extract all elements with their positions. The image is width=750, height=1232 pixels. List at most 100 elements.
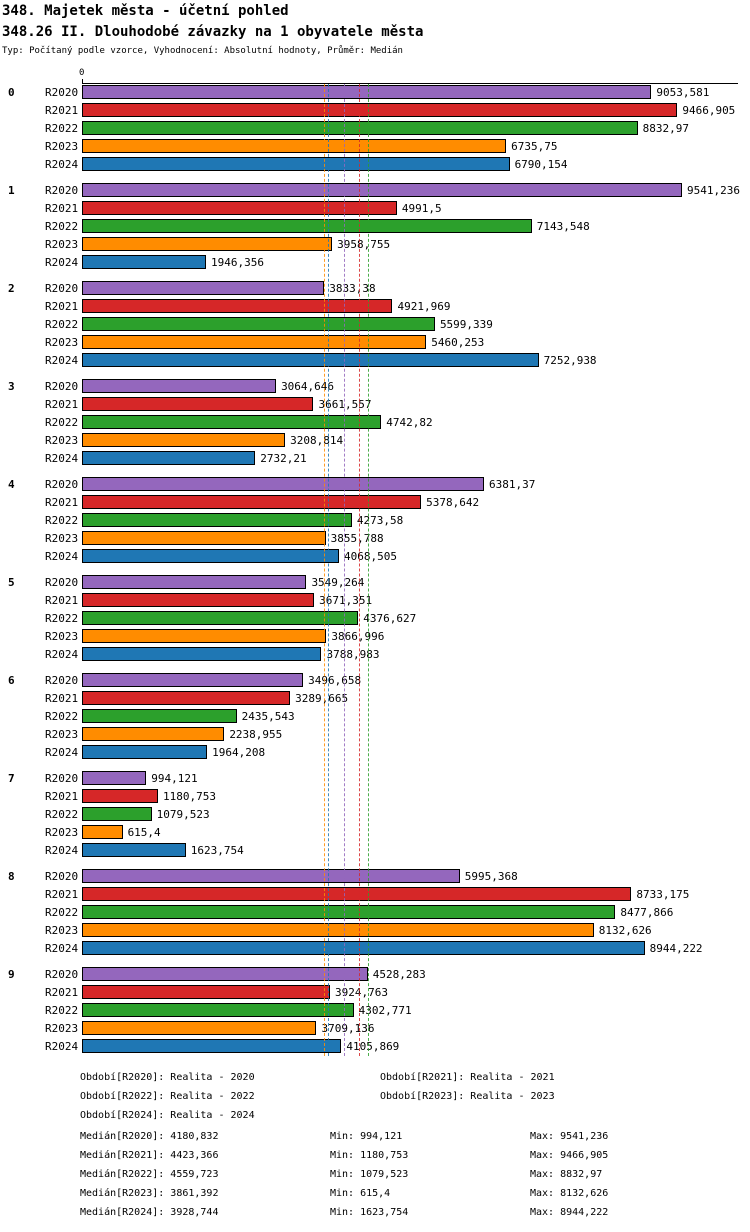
bar-row: 7 R2020 994,121 — [0, 770, 750, 788]
bar-row: R2022 4376,627 — [0, 610, 750, 628]
bar-row: R2024 4105,869 — [0, 1038, 750, 1056]
bar-value-label: 4302,771 — [357, 1004, 413, 1017]
bar-row: R2024 4068,505 — [0, 548, 750, 566]
bar-R2022 — [82, 611, 359, 625]
bar-value-label: 994,121 — [150, 772, 199, 785]
legend-min: Min: 1623,754 — [330, 1207, 409, 1218]
legend-min: Min: 615,4 — [330, 1188, 391, 1199]
series-label: R2024 — [45, 354, 79, 367]
legend-median: Medián[R2022]: 4559,723 — [80, 1169, 219, 1180]
bar-row: R2022 8477,866 — [0, 904, 750, 922]
category-label: 6 — [8, 674, 15, 687]
bar-value-label: 4991,5 — [400, 202, 443, 215]
legend-max: Max: 8832,97 — [530, 1169, 603, 1180]
legend-min: Min: 1180,753 — [330, 1150, 409, 1161]
series-label: R2022 — [45, 416, 79, 429]
bar-row: R2021 8733,175 — [0, 886, 750, 904]
bar-R2023 — [82, 1021, 317, 1035]
bar-R2020 — [82, 281, 325, 295]
chart-subtitle: 348.26 II. Dlouhodobé závazky na 1 obyva… — [2, 24, 424, 40]
bar-value-label: 4273,58 — [355, 514, 405, 527]
series-label: R2020 — [45, 478, 79, 491]
series-label: R2023 — [45, 238, 79, 251]
bar-row: R2023 6735,75 — [0, 138, 750, 156]
bar-row: 0 R2020 9053,581 — [0, 84, 750, 102]
bar-row: 9 R2020 4528,283 — [0, 966, 750, 984]
bar-R2022 — [82, 219, 532, 233]
bar-row: R2023 3709,136 — [0, 1020, 750, 1038]
bar-value-label: 9541,236 — [686, 184, 741, 197]
bar-row: R2021 3661,557 — [0, 396, 750, 414]
legend-period: Období[R2022]: Realita - 2022 — [80, 1091, 255, 1102]
bar-R2021 — [82, 397, 314, 411]
chart-title: 348. Majetek města - účetní pohled — [2, 3, 289, 19]
median-line-R2023 — [324, 84, 325, 1056]
series-label: R2022 — [45, 808, 79, 821]
legend-period: Období[R2024]: Realita - 2024 — [80, 1110, 255, 1121]
bar-row: R2021 4921,969 — [0, 298, 750, 316]
bar-R2024 — [82, 255, 206, 269]
bar-row: R2022 1079,523 — [0, 806, 750, 824]
bar-value-label: 1946,356 — [209, 256, 265, 269]
bar-R2024 — [82, 353, 539, 367]
bar-R2020 — [82, 967, 368, 981]
series-label: R2021 — [45, 888, 79, 901]
series-label: R2023 — [45, 336, 79, 349]
bar-value-label: 3709,136 — [320, 1022, 376, 1035]
bar-R2020 — [82, 869, 460, 883]
legend-period: Období[R2023]: Realita - 2023 — [380, 1091, 555, 1102]
series-label: R2023 — [45, 826, 79, 839]
bar-row: R2022 4273,58 — [0, 512, 750, 530]
bar-row: 6 R2020 3496,658 — [0, 672, 750, 690]
bar-R2022 — [82, 1003, 354, 1017]
bar-row: R2024 2732,21 — [0, 450, 750, 468]
bar-row: R2023 3208,814 — [0, 432, 750, 450]
bar-R2021 — [82, 789, 158, 803]
series-label: R2023 — [45, 140, 79, 153]
bar-value-label: 4742,82 — [385, 416, 434, 429]
bar-value-label: 9466,905 — [681, 104, 737, 117]
series-label: R2024 — [45, 452, 79, 465]
legend-min: Min: 1079,523 — [330, 1169, 409, 1180]
bar-R2021 — [82, 887, 632, 901]
bar-row: R2023 3855,788 — [0, 530, 750, 548]
bar-row: R2022 8832,97 — [0, 120, 750, 138]
category-label: 3 — [8, 380, 15, 393]
median-line-R2021 — [359, 84, 361, 1056]
series-label: R2024 — [45, 648, 79, 661]
bar-R2023 — [82, 139, 507, 153]
bar-value-label: 4376,627 — [362, 612, 418, 625]
series-label: R2020 — [45, 674, 79, 687]
series-label: R2022 — [45, 220, 79, 233]
bar-R2023 — [82, 531, 326, 545]
series-label: R2024 — [45, 158, 79, 171]
bar-R2024 — [82, 549, 339, 563]
bar-row: R2023 615,4 — [0, 824, 750, 842]
bar-value-label: 6381,37 — [487, 478, 537, 491]
bar-R2024 — [82, 451, 256, 465]
bar-R2021 — [82, 593, 315, 607]
bar-value-label: 5460,253 — [430, 336, 486, 349]
series-label: R2023 — [45, 728, 79, 741]
bar-value-label: 8477,866 — [619, 906, 675, 919]
bar-row: R2024 6790,154 — [0, 156, 750, 174]
bar-R2023 — [82, 237, 333, 251]
bar-R2020 — [82, 673, 304, 687]
bar-value-label: 615,4 — [126, 826, 162, 839]
bar-R2022 — [82, 807, 152, 821]
bar-value-label: 7143,548 — [535, 220, 591, 233]
bar-R2022 — [82, 415, 382, 429]
category-label: 7 — [8, 772, 15, 785]
bar-row: R2021 3924,763 — [0, 984, 750, 1002]
legend: Období[R2020]: Realita - 2020 Období[R20… — [0, 1072, 750, 1228]
bar-R2020 — [82, 771, 147, 785]
bar-R2023 — [82, 825, 123, 839]
bar-value-label: 3671,351 — [318, 594, 374, 607]
bar-R2022 — [82, 513, 352, 527]
category-label: 0 — [8, 86, 15, 99]
bar-R2021 — [82, 985, 330, 999]
category-label: 2 — [8, 282, 15, 295]
bar-row: R2022 5599,339 — [0, 316, 750, 334]
category-label: 4 — [8, 478, 15, 491]
series-label: R2021 — [45, 300, 79, 313]
